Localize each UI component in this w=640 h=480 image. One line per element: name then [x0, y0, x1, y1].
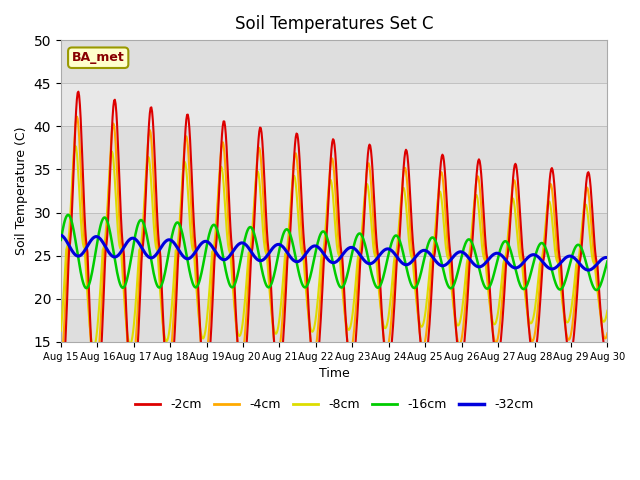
- Bar: [61, 126, 607, 169]
- Title: Soil Temperatures Set C: Soil Temperatures Set C: [235, 15, 433, 33]
- Y-axis label: Soil Temperature (C): Soil Temperature (C): [15, 127, 28, 255]
- Text: BA_met: BA_met: [72, 51, 125, 64]
- Bar: [61, 299, 607, 342]
- Bar: [61, 213, 607, 256]
- X-axis label: Time: Time: [319, 367, 349, 380]
- Legend: -2cm, -4cm, -8cm, -16cm, -32cm: -2cm, -4cm, -8cm, -16cm, -32cm: [130, 394, 538, 417]
- Bar: [61, 40, 607, 83]
